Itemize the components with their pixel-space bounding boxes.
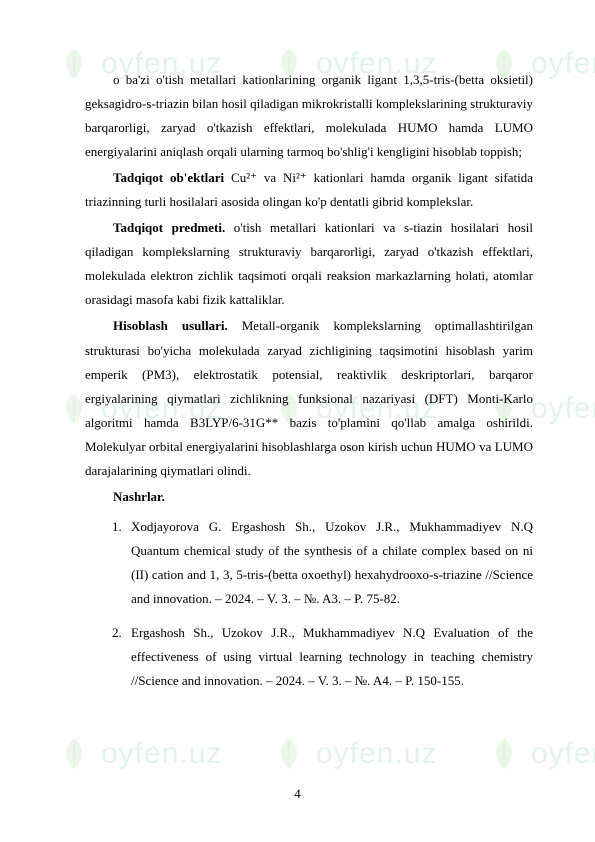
reference-item: Xodjayorova G. Ergashosh Sh., Uzokov J.R… bbox=[125, 515, 533, 611]
reference-item: Ergashosh Sh., Uzokov J.R., Mukhammadiye… bbox=[125, 621, 533, 693]
tadqiqot-predmeti-paragraph: Tadqiqot predmeti. o'tish metallari kati… bbox=[85, 216, 533, 312]
tadqiqot-predmeti-label: Tadqiqot predmeti. bbox=[113, 220, 234, 235]
hisoblash-usullari-paragraph: Hisoblash usullari. Metall-organik kompl… bbox=[85, 314, 533, 482]
hisoblash-usullari-label: Hisoblash usullari. bbox=[113, 318, 242, 333]
tadqiqot-obektlari-label: Tadqiqot ob'ektlari bbox=[113, 170, 231, 185]
bullet-paragraph: o ba'zi o'tish metallari kationlarining … bbox=[85, 68, 533, 164]
page-number: 4 bbox=[0, 786, 595, 802]
hisoblash-usullari-text: Metall-organik komplekslarning optimalla… bbox=[85, 318, 533, 477]
tadqiqot-obektlari-paragraph: Tadqiqot ob'ektlari Cu²⁺ va Ni²⁺ kationl… bbox=[85, 166, 533, 214]
document-content: o ba'zi o'tish metallari kationlarining … bbox=[0, 0, 595, 743]
nashrlar-heading: Nashrlar. bbox=[85, 485, 533, 509]
references-list: Xodjayorova G. Ergashosh Sh., Uzokov J.R… bbox=[85, 515, 533, 693]
